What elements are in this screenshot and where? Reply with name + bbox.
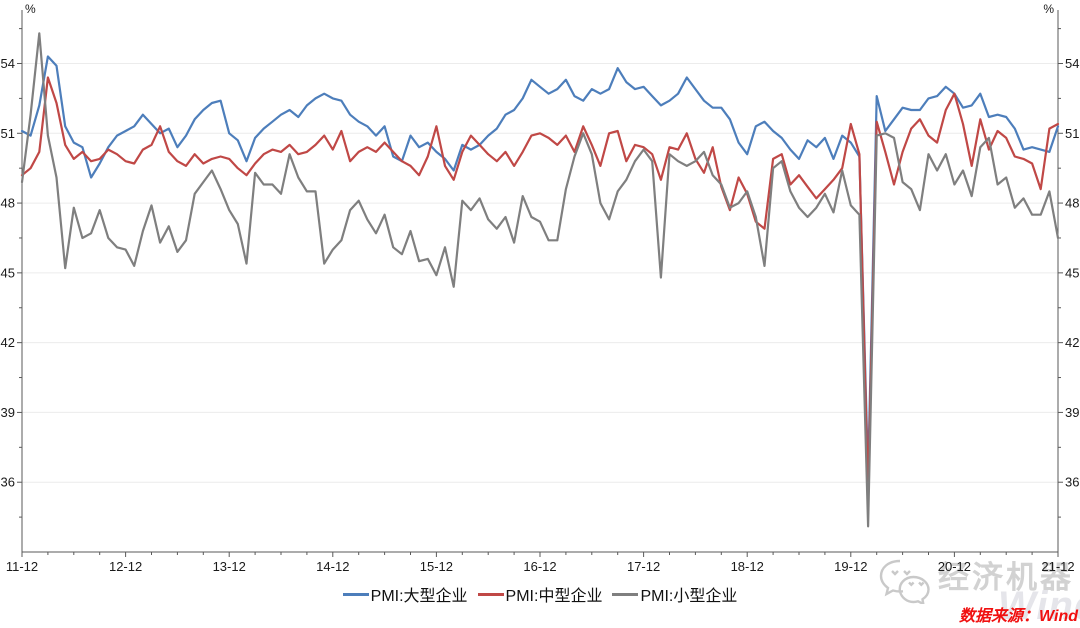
y-tick-label-right: 42	[1065, 335, 1079, 350]
wechat-icon	[879, 559, 930, 604]
x-tick-label: 14-12	[316, 559, 349, 574]
legend-label: PMI:小型企业	[640, 588, 738, 605]
x-tick-label: 12-12	[109, 559, 142, 574]
series-line-PMI:小型企业	[20, 32, 1060, 528]
y-tick-label-left: 54	[1, 56, 15, 71]
y-tick-label-left: 45	[1, 265, 15, 280]
y-tick-label-right: 39	[1065, 405, 1079, 420]
x-tick-label: 18-12	[731, 559, 764, 574]
y-tick-label-right: 36	[1065, 475, 1079, 490]
data-source-label: 数据来源：Wind	[959, 608, 1078, 625]
x-tick-label: 19-12	[834, 559, 867, 574]
legend-item: PMI:中型企业	[477, 582, 603, 606]
y-tick-label-left: 36	[1, 475, 15, 490]
y-tick-label-left: 48	[1, 196, 15, 211]
chart-legend: PMI:大型企业 PMI:中型企业 PMI:小型企业	[0, 582, 1080, 606]
x-tick-label: 13-12	[213, 559, 246, 574]
x-tick-label: 11-12	[6, 559, 38, 574]
legend-item: PMI:小型企业	[612, 582, 737, 606]
legend-swatch	[612, 592, 639, 596]
y-tick-label-left: 42	[1, 335, 15, 350]
legend-item: PMI:大型企业	[342, 582, 468, 606]
series-line-PMI:中型企业	[20, 76, 1060, 495]
legend-swatch	[477, 592, 504, 596]
y-tick-label-right: 45	[1065, 265, 1079, 280]
y-tick-label-right: 51	[1065, 126, 1079, 141]
x-tick-label: 17-12	[627, 559, 660, 574]
y-tick-label-left: 51	[1, 126, 15, 141]
y-tick-label-right: 48	[1065, 196, 1079, 211]
unit-label-right: %	[1043, 2, 1054, 16]
x-tick-label: 21-12	[1041, 559, 1074, 574]
y-tick-label-left: 39	[1, 405, 15, 420]
unit-label-left: %	[25, 2, 36, 16]
x-tick-label: 20-12	[938, 559, 971, 574]
series-line-PMI:大型企业	[20, 55, 1060, 477]
legend-label: PMI:中型企业	[505, 588, 603, 605]
brand-watermark-text: 经济机器	[938, 560, 1074, 595]
x-tick-label: 15-12	[420, 559, 453, 574]
x-tick-label: 16-12	[523, 559, 556, 574]
legend-swatch	[342, 592, 369, 596]
legend-label: PMI:大型企业	[370, 588, 468, 605]
wechat-watermark: 经济机器	[878, 558, 1074, 604]
y-tick-label-right: 54	[1065, 56, 1079, 71]
wind-watermark: Wind	[998, 584, 1080, 628]
